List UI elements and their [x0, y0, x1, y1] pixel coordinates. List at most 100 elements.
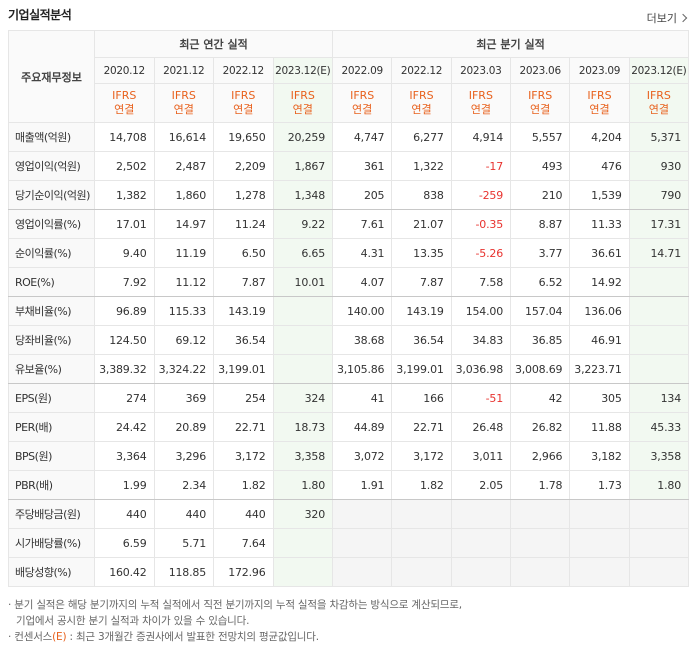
row-label: 매출액(억원) — [8, 122, 95, 152]
more-arrow[interactable] — [678, 13, 688, 23]
row-label: 당좌비율(%) — [8, 325, 95, 355]
empty-cell — [450, 557, 512, 587]
data-row: 부채비율(%) 96.89 115.33 143.19 140.00 143.19 154.… — [8, 296, 690, 326]
value-cell: 440 — [94, 499, 155, 529]
value-cell: 7.92 — [94, 267, 155, 297]
value-cell: 11.24 — [213, 209, 274, 239]
value-cell: 4,747 — [332, 122, 393, 152]
value-cell: 3,324.22 — [153, 354, 214, 384]
value-cell: 69.12 — [153, 325, 214, 355]
value-cell: 34.83 — [450, 325, 512, 355]
empty-cell — [272, 325, 334, 355]
value-cell: 36.54 — [213, 325, 274, 355]
data-row: 배당성향(%) 160.42 118.85 172.96 — [8, 557, 690, 587]
more-text[interactable]: 더보기 — [646, 12, 677, 25]
value-cell: 3,296 — [153, 441, 214, 471]
value-cell: 20.89 — [153, 412, 214, 442]
empty-cell — [628, 325, 690, 355]
row-label: ROE(%) — [8, 267, 95, 297]
basis-text: IFRS — [646, 89, 671, 102]
value-cell: 136.06 — [569, 296, 630, 326]
value-cell: 41 — [332, 383, 393, 413]
value-cell: 3,182 — [569, 441, 630, 471]
value-cell: 3,358 — [628, 441, 690, 471]
value-cell: 10.01 — [272, 267, 334, 297]
value-cell: 2,966 — [509, 441, 571, 471]
basis-header: IFRS 연결 — [628, 83, 690, 123]
value-cell: 6.52 — [509, 267, 571, 297]
empty-cell — [569, 499, 630, 529]
basis-text: 연결 — [352, 103, 373, 116]
value-cell: 143.19 — [391, 296, 452, 326]
value-cell: 4,204 — [569, 122, 630, 152]
value-cell: 790 — [628, 180, 690, 210]
value-cell: 7.87 — [213, 267, 274, 297]
value-cell: 13.35 — [391, 238, 452, 268]
basis-text: 연결 — [530, 103, 551, 116]
value-cell: 1,278 — [213, 180, 274, 210]
basis-header: IFRS 연결 — [509, 83, 571, 123]
empty-cell — [509, 557, 571, 587]
value-cell: 320 — [272, 499, 334, 529]
value-cell: 1.73 — [569, 470, 630, 500]
value-cell: 118.85 — [153, 557, 214, 587]
row-label: PER(배) — [8, 412, 95, 442]
financial-table: 주요재무정보 최근 연간 실적 최근 분기 실적 2020.12 2021.12 2022… — [8, 30, 690, 587]
basis-text: IFRS — [468, 89, 493, 102]
value-cell: 2.34 — [153, 470, 214, 500]
value-cell: 7.61 — [332, 209, 393, 239]
value-cell: 24.42 — [94, 412, 155, 442]
value-cell: 7.87 — [391, 267, 452, 297]
period-header: 2022.12 — [213, 57, 274, 84]
value-cell: 16,614 — [153, 122, 214, 152]
value-cell: 166 — [391, 383, 452, 413]
value-cell: 3,172 — [213, 441, 274, 471]
value-cell: 160.42 — [94, 557, 155, 587]
basis-text: IFRS — [171, 89, 196, 102]
value-cell: 44.89 — [332, 412, 393, 442]
value-cell: 46.91 — [569, 325, 630, 355]
value-cell: 8.87 — [509, 209, 571, 239]
value-cell: 1.80 — [272, 470, 334, 500]
row-label: 영업이익률(%) — [8, 209, 95, 239]
note: · 컨센서스(E) : 최근 3개월간 증권사에서 발표한 전망치의 평균값입니… — [8, 629, 462, 645]
empty-cell — [332, 528, 393, 558]
value-cell: 3,172 — [391, 441, 452, 471]
value-cell: 6.59 — [94, 528, 155, 558]
value-cell: 42 — [509, 383, 571, 413]
value-cell: 6.65 — [272, 238, 334, 268]
value-cell: 124.50 — [94, 325, 155, 355]
data-row: 유보율(%) 3,389.32 3,324.22 3,199.01 3,105.86 3,… — [8, 354, 690, 384]
value-cell: 1,348 — [272, 180, 334, 210]
data-row: 주당배당금(원) 440 440 440 320 — [8, 499, 690, 529]
row-label: 영업이익(억원) — [8, 151, 95, 181]
value-cell: 11.88 — [569, 412, 630, 442]
basis-text: 연결 — [648, 103, 669, 116]
value-cell: 1,322 — [391, 151, 452, 181]
basis-text: IFRS — [528, 89, 553, 102]
value-cell: 154.00 — [450, 296, 512, 326]
note-part: : 최근 3개월간 증권사에서 발표한 전망치의 평균값입니다. — [66, 631, 319, 643]
value-cell: 3,011 — [450, 441, 512, 471]
more-link[interactable]: 더보기 — [646, 10, 688, 26]
value-cell: 3,036.98 — [450, 354, 512, 384]
value-cell: 3,389.32 — [94, 354, 155, 384]
basis-header: IFRS 연결 — [153, 83, 214, 123]
basis-text: 연결 — [470, 103, 491, 116]
basis-text: IFRS — [112, 89, 137, 102]
value-cell: 6.50 — [213, 238, 274, 268]
value-cell: 324 — [272, 383, 334, 413]
note-line: · 분기 실적은 해당 분기까지의 누적 실적에서 직전 분기까지의 누적 실적… — [8, 599, 462, 611]
basis-text: 연결 — [589, 103, 610, 116]
empty-cell — [272, 354, 334, 384]
value-cell: 5,371 — [628, 122, 690, 152]
data-row: 당좌비율(%) 124.50 69.12 36.54 38.68 36.54 34.83 36… — [8, 325, 690, 355]
period-header: 2022.12 — [391, 57, 452, 84]
value-cell: 19,650 — [213, 122, 274, 152]
empty-cell — [569, 557, 630, 587]
section-title: 기업실적분석 — [8, 8, 72, 22]
basis-text: 연결 — [411, 103, 432, 116]
value-cell: 838 — [391, 180, 452, 210]
value-cell: 2,487 — [153, 151, 214, 181]
